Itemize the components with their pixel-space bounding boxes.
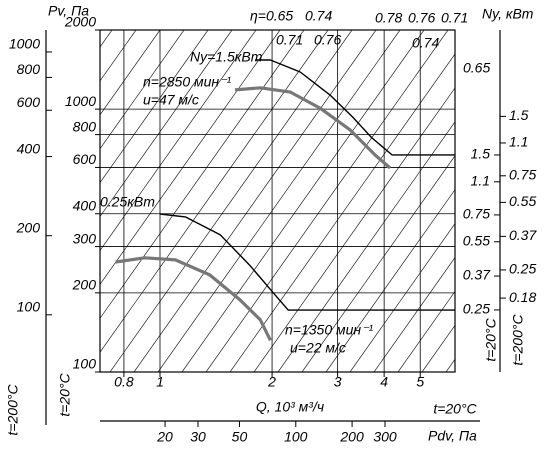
series-line [159, 213, 455, 311]
power-axis-label: t=200°C [510, 314, 526, 366]
y2-tick-label: 400 [17, 140, 41, 156]
y-tick-label: 200 [72, 277, 97, 293]
guide-line [397, 290, 455, 372]
guide-line [157, 30, 401, 372]
annotation: 0.76 [314, 32, 341, 48]
annotation: n=1350 мин⁻¹ [285, 322, 373, 338]
power-tick-label: 0.37 [463, 267, 491, 283]
guide-line [100, 30, 257, 252]
guide-line [100, 30, 281, 285]
y2-axis-title: t=200°C [5, 384, 21, 436]
power-tick-label: 1.5 [471, 146, 491, 162]
power-tick-label: 0.25 [463, 301, 490, 317]
guide-line [100, 30, 185, 150]
x2-tick-label: 300 [373, 429, 397, 445]
x2-tick-label: 20 [156, 429, 173, 445]
y2-tick-label: 200 [16, 219, 41, 235]
x-tick-label: 2 [267, 374, 276, 390]
y-axis-title: Pv, Па [48, 3, 89, 19]
annotation: u=47 м/с [143, 92, 199, 108]
annotation: 0.76 [408, 10, 435, 26]
guide-line [253, 87, 455, 372]
annotation: 0.71 [276, 32, 303, 48]
x2-axis-title: Pdv, Па [428, 428, 477, 444]
annotation: 0.74 [305, 8, 332, 24]
y-tick-label: 1000 [65, 93, 96, 109]
guide-line [100, 30, 161, 116]
power-tick-label: 0.37 [509, 227, 537, 243]
y2-tick-label: 100 [17, 299, 41, 315]
y-tick-label: 300 [73, 230, 97, 246]
efficiency-lines [100, 30, 455, 372]
series-line [255, 59, 455, 156]
x-tick-label: 0.8 [114, 374, 134, 390]
x-tick-label: 3 [334, 374, 342, 390]
y-tick-label: 600 [73, 151, 97, 167]
annotation: 0.25кВт [100, 194, 155, 210]
annotation: Ny=1.5кВт [190, 49, 263, 65]
power-tick-label: 0.75 [463, 206, 490, 222]
power-tick-label: 0.18 [509, 289, 536, 305]
x2-tick-label: 200 [339, 429, 364, 445]
y-tick-label: 2000 [64, 14, 96, 30]
y-temperature-label: t=20°C [57, 372, 73, 416]
annotation: 0.65 [463, 60, 490, 76]
annotation: 0.74 [412, 35, 439, 51]
y2-tick-label: 1000 [9, 36, 40, 52]
power-tick-label: 0.55 [509, 193, 536, 209]
x-tick-label: 1 [156, 374, 164, 390]
guide-line [181, 30, 425, 372]
y2-tick-label: 800 [17, 61, 41, 77]
annotation: 0.71 [441, 10, 468, 26]
x2-tick-label: 100 [284, 429, 308, 445]
guide-line [349, 223, 455, 372]
guide-line [100, 30, 209, 184]
power-tick-label: 0.75 [509, 166, 536, 182]
x-tick-label: 5 [416, 374, 424, 390]
power-tick-label: 1.5 [509, 107, 529, 123]
guide-line [301, 155, 455, 372]
y2-tick-label: 600 [17, 94, 41, 110]
guide-line [205, 30, 449, 372]
x2-tick-label: 30 [190, 429, 206, 445]
guide-line [133, 30, 377, 372]
guide-line [373, 256, 455, 372]
power-tick-label: 0.55 [463, 232, 490, 248]
guide-line [100, 30, 233, 218]
x-axis-title: Q, 10³ м³/ч [256, 399, 324, 415]
annotation: u=22 м/с [290, 340, 346, 356]
guide-line [109, 30, 353, 372]
annotation: n=2850 мин⁻¹ [143, 74, 231, 90]
guide-line [229, 53, 455, 372]
power-tick-label: 0.25 [509, 261, 536, 277]
x-tick-label: 4 [380, 374, 388, 390]
power-axis-label: t=20°C [483, 317, 499, 361]
y-tick-label: 100 [73, 356, 97, 372]
guide-line [325, 189, 455, 372]
power-tick-label: 1.1 [471, 172, 490, 188]
series-line [234, 86, 392, 170]
annotation: 0.78 [375, 10, 402, 26]
series-line [115, 256, 272, 342]
annotation: η=0.65 [250, 8, 293, 24]
y-tick-label: 800 [73, 118, 97, 134]
x2-tick-label: 50 [232, 429, 248, 445]
y-tick-label: 400 [73, 197, 97, 213]
x2-temperature-label: t=20°C [433, 401, 477, 417]
power-tick-label: 1.1 [509, 134, 528, 150]
power-axis-title: Ny, кВт [482, 6, 534, 22]
guide-line [277, 121, 455, 372]
guide-line [100, 30, 329, 353]
